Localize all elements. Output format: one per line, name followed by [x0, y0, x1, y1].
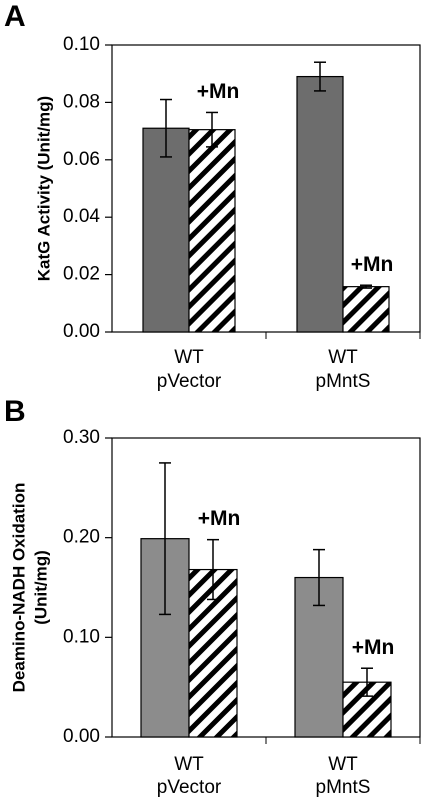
x-tick-label: WT: [174, 347, 204, 368]
x-tick-label: pMntS: [316, 777, 371, 798]
y-axis-label: (Unit/mg): [31, 550, 50, 625]
y-tick-label: 0.30: [63, 427, 100, 448]
panel-letter: B: [4, 395, 26, 428]
error-bar: [314, 61, 326, 92]
error-bar: [207, 538, 219, 601]
y-tick-label: 0.00: [63, 321, 100, 342]
x-tick-label: WT: [328, 754, 358, 775]
bar: [142, 127, 190, 333]
x-tick-label: WT: [328, 347, 358, 368]
bar: [342, 286, 390, 333]
y-tick-label: 0.10: [63, 34, 100, 55]
panel-letter: A: [4, 0, 26, 33]
y-tick-label: 0.00: [63, 726, 100, 747]
y-tick-label: 0.08: [63, 91, 100, 112]
x-tick-label: WT: [174, 754, 204, 775]
error-bar: [361, 667, 373, 697]
y-tick-label: 0.10: [63, 626, 100, 647]
y-tick-label: 0.02: [63, 264, 100, 285]
annotation: +Mn: [197, 80, 240, 103]
annotation: +Mn: [351, 253, 394, 276]
x-tick-label: pMntS: [316, 371, 371, 392]
y-axis-label: Deamino-NADH Oxidation: [9, 483, 28, 693]
annotation: +Mn: [352, 636, 395, 659]
error-bar: [313, 548, 325, 607]
y-tick-label: 0.04: [63, 206, 100, 227]
y-tick-label: 0.20: [63, 527, 100, 548]
y-tick-label: 0.06: [63, 149, 100, 170]
x-tick-label: pVector: [157, 777, 222, 798]
x-tick-label: pVector: [157, 371, 222, 392]
error-bar: [160, 98, 172, 158]
annotation: +Mn: [198, 507, 241, 530]
y-axis-label: KatG Activity (Unit/mg): [34, 96, 53, 281]
error-bar: [159, 462, 171, 616]
bar: [188, 129, 236, 333]
error-bar: [360, 284, 372, 289]
error-bar: [206, 111, 218, 148]
bar: [296, 75, 344, 333]
